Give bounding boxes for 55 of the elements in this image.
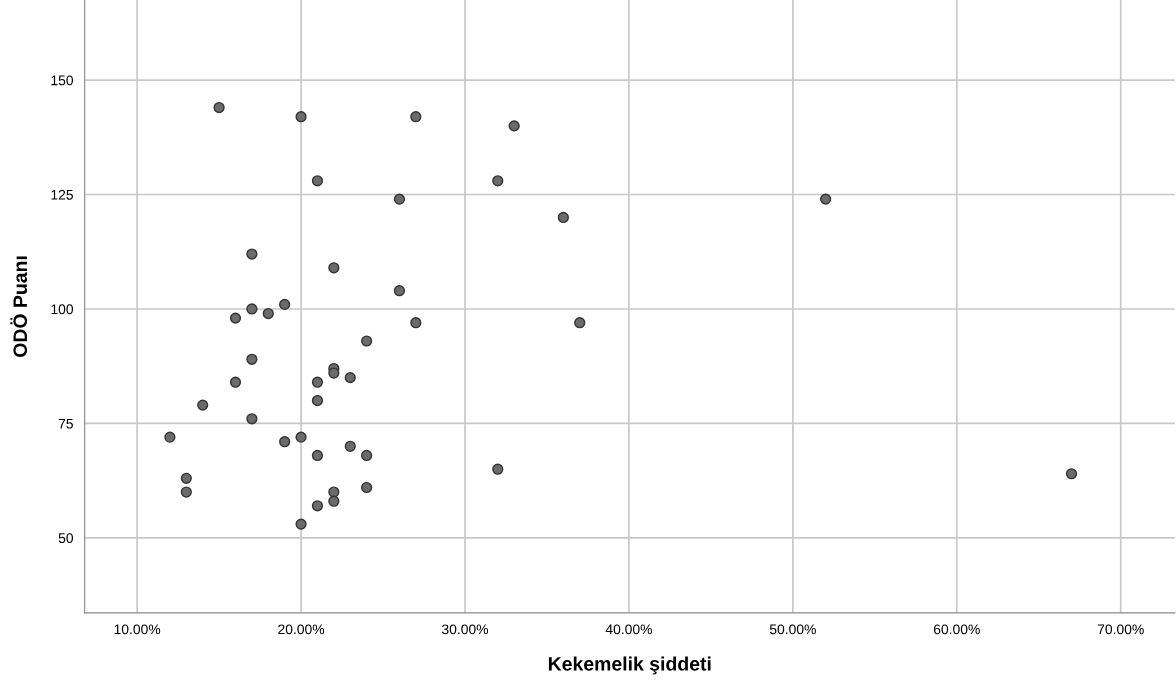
x-tick-label: 50.00%: [769, 624, 816, 635]
point: [410, 111, 422, 123]
point: [180, 486, 192, 498]
point: [311, 175, 324, 187]
x-tick-label: 20.00%: [278, 624, 325, 635]
point: [492, 463, 504, 475]
y-tick-label: 75: [58, 418, 73, 429]
point: [197, 399, 209, 411]
point: [344, 440, 356, 452]
point: [820, 193, 832, 205]
point: [262, 307, 274, 320]
point: [164, 431, 176, 443]
point: [279, 436, 291, 448]
point: [557, 211, 569, 224]
y-tick-label: 125: [51, 189, 73, 200]
point: [393, 285, 406, 297]
point: [295, 518, 307, 530]
x-axis-title: Kekemelik şiddeti: [548, 656, 711, 675]
point: [328, 262, 340, 274]
point: [574, 317, 586, 329]
point: [213, 101, 225, 114]
point: [344, 372, 356, 384]
point: [295, 111, 307, 123]
point: [311, 500, 324, 512]
point: [508, 120, 520, 132]
x-tick-label: 40.00%: [605, 624, 652, 635]
point: [246, 413, 258, 425]
point: [311, 376, 324, 388]
point: [410, 317, 422, 329]
x-tick-label: 70.00%: [1097, 624, 1144, 635]
point: [361, 335, 373, 347]
y-axis-title: ODÖ Puanı: [10, 256, 28, 357]
point: [311, 394, 324, 407]
x-tick-label: 30.00%: [441, 624, 489, 635]
point: [393, 193, 406, 205]
point: [295, 431, 307, 443]
point: [246, 353, 258, 365]
point: [328, 367, 340, 379]
point: [361, 481, 373, 494]
point: [229, 312, 242, 324]
point: [1065, 468, 1078, 480]
x-tick-label: 10.00%: [114, 624, 161, 635]
point: [361, 449, 373, 462]
point: [328, 495, 340, 507]
y-tick-label: 100: [51, 304, 74, 315]
point: [246, 248, 258, 260]
point: [229, 376, 242, 388]
y-tick-label: 150: [51, 75, 74, 86]
point: [246, 303, 258, 315]
point: [180, 472, 192, 484]
x-tick-label: 60.00%: [933, 624, 980, 635]
y-tick-label: 50: [58, 533, 74, 544]
point: [279, 298, 291, 311]
point: [492, 175, 504, 187]
point: [311, 449, 324, 462]
